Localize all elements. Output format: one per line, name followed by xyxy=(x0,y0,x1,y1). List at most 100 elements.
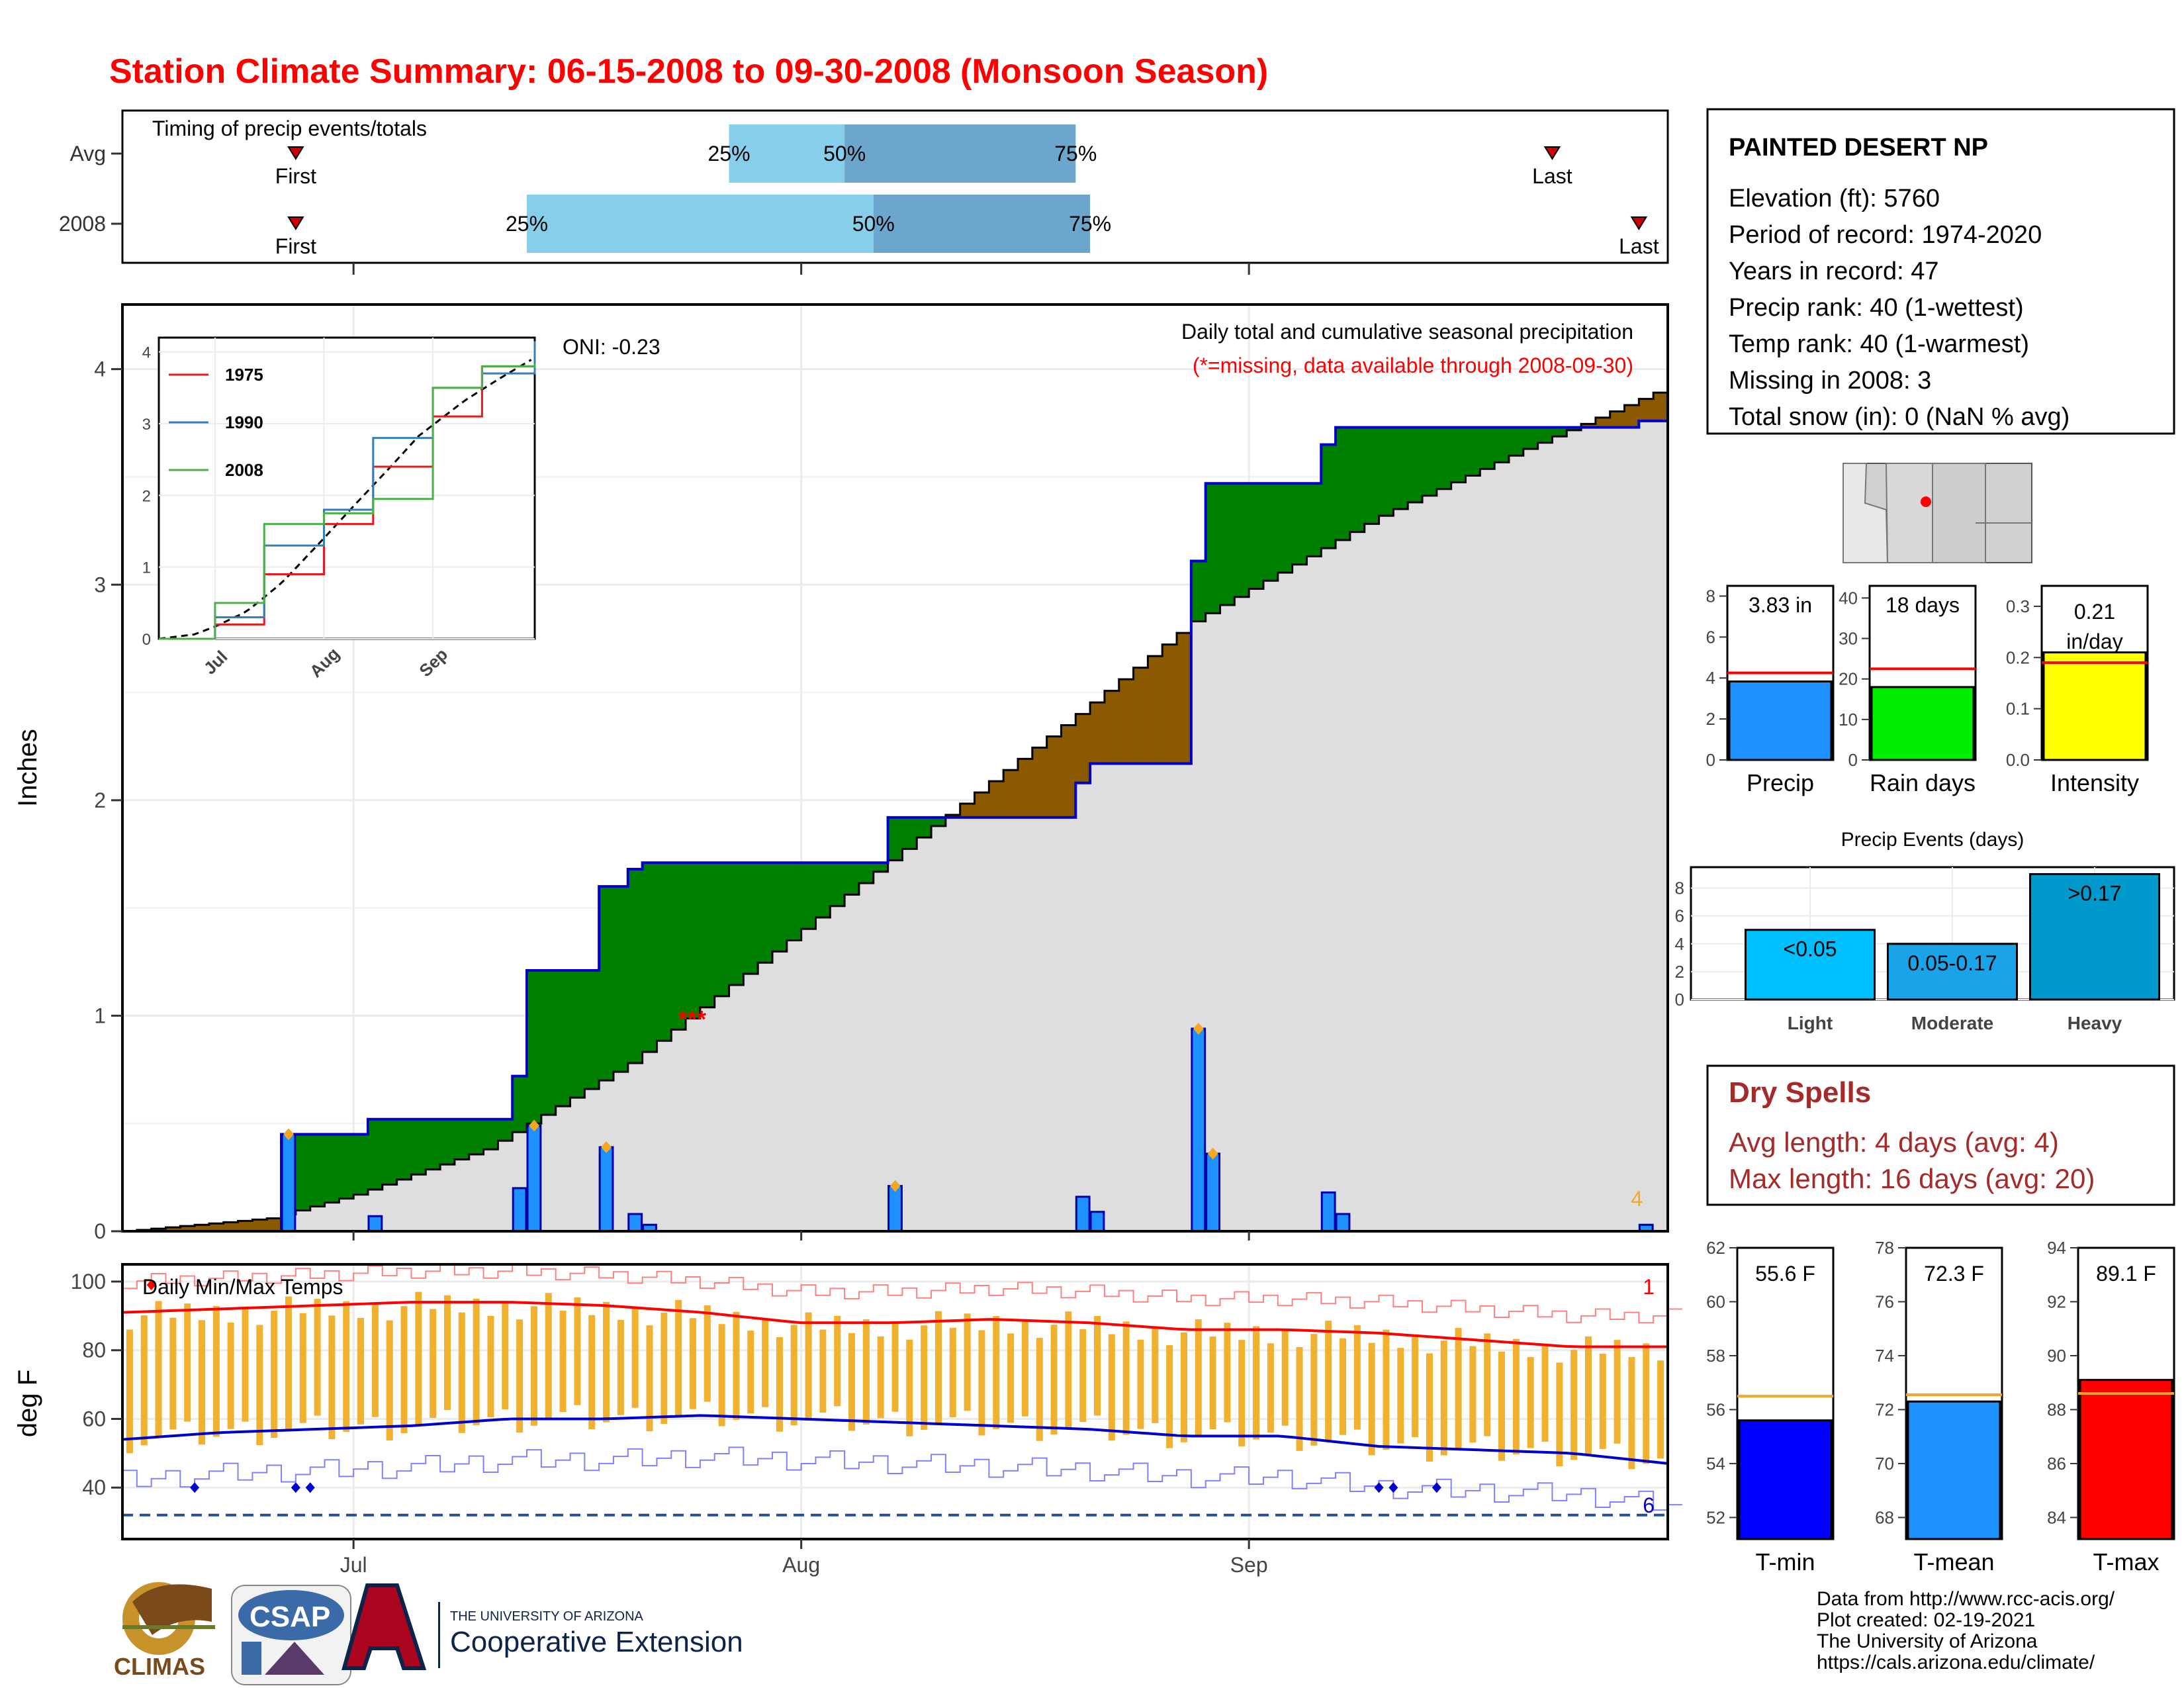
daily-precip-bar xyxy=(1075,1196,1091,1233)
mini-bar-tick-label: 6 xyxy=(1706,627,1715,647)
above-average-fill xyxy=(1552,427,1567,437)
temp-y-axis-label: deg F xyxy=(13,1370,42,1437)
station-info-line: Missing in 2008: 3 xyxy=(1729,367,1931,395)
timing-last-label: Last xyxy=(1619,234,1659,258)
precip-events-category: Moderate xyxy=(1911,1013,1993,1033)
daily-temp-range-bar xyxy=(256,1325,263,1446)
timing-first-label: First xyxy=(275,164,316,188)
below-average-fill xyxy=(1075,714,1091,783)
above-average-fill xyxy=(1191,561,1206,622)
above-average-fill xyxy=(627,869,643,1064)
avg-max-line xyxy=(122,1301,1668,1348)
above-average-fill xyxy=(1277,483,1293,573)
mini-bar-tick-label: 0 xyxy=(1706,750,1715,770)
above-average-fill xyxy=(642,863,658,1053)
station-info-line: Elevation (ft): 5760 xyxy=(1729,185,1940,212)
above-average-fill xyxy=(599,886,614,1081)
footer: Data from http://www.rcc-acis.org/Plot c… xyxy=(1817,1588,2115,1673)
daily-temp-range-bar xyxy=(545,1293,552,1419)
daily-precip-bar xyxy=(281,1133,296,1233)
daily-temp-range-bar xyxy=(877,1336,884,1419)
daily-temp-range-bar xyxy=(1383,1329,1390,1450)
daily-temp-range-bar xyxy=(1224,1323,1231,1423)
above-average-fill xyxy=(758,863,773,963)
station-info-line: Period of record: 1974-2020 xyxy=(1729,221,2042,249)
chart-annotation-title: Daily total and cumulative seasonal prec… xyxy=(1181,320,1633,344)
daily-temp-range-bar xyxy=(603,1301,610,1423)
daily-temp-range-bar xyxy=(617,1319,624,1415)
precip-chart: Daily total and cumulative seasonal prec… xyxy=(13,303,1669,1243)
above-average-fill xyxy=(512,1076,527,1133)
above-average-fill xyxy=(858,863,874,884)
daily-temp-range-bar xyxy=(271,1311,278,1438)
daily-temp-range-bar xyxy=(1267,1343,1274,1433)
daily-precip-bar xyxy=(1320,1191,1336,1233)
temp-y-tick-label: 40 xyxy=(82,1476,106,1499)
daily-temp-range-bar xyxy=(1094,1316,1101,1416)
above-average-fill xyxy=(1336,427,1351,540)
station-info-line: Precip rank: 40 (1-wettest) xyxy=(1729,294,2024,322)
daily-temp-range-bar xyxy=(1209,1336,1216,1429)
above-average-fill xyxy=(1249,483,1264,589)
average-cumulative-area xyxy=(122,393,1668,1231)
daily-temp-range-bar xyxy=(415,1291,422,1426)
below-average-fill xyxy=(1046,736,1062,818)
timing-row-label: 2008 xyxy=(59,212,106,236)
below-average-fill xyxy=(1581,424,1596,428)
daily-temp-range-bar xyxy=(169,1317,177,1430)
daily-temp-range-bar xyxy=(1122,1321,1130,1435)
university-of-arizona-logo: THE UNIVERSITY OF ARIZONA Cooperative Ex… xyxy=(341,1583,743,1670)
daily-temp-range-bar xyxy=(1599,1353,1606,1449)
daily-temp-range-bar xyxy=(747,1331,754,1414)
daily-temp-range-bar xyxy=(1397,1348,1404,1444)
above-average-fill xyxy=(844,863,860,895)
daily-temp-range-bar xyxy=(718,1324,725,1427)
temp-bar-tick-label: 88 xyxy=(2047,1399,2066,1419)
inset-y-tick-label: 2 xyxy=(142,487,151,505)
daily-temp-range-bar xyxy=(762,1318,769,1407)
daily-precip-bar xyxy=(526,1124,542,1233)
temp-chart-label: Daily Min/Max Temps xyxy=(142,1275,343,1299)
daily-temp-range-bar xyxy=(891,1323,899,1412)
precip-events-bar-label: >0.17 xyxy=(2068,882,2122,906)
above-average-fill xyxy=(786,863,802,941)
y-axis-label: Inches xyxy=(13,729,42,807)
daily-temp-range-bar xyxy=(1238,1340,1246,1446)
above-average-fill xyxy=(1422,427,1437,496)
record-low-marker xyxy=(291,1482,300,1493)
mini-bar-tick-label: 0.1 xyxy=(2006,699,2030,719)
daily-temp-range-bar xyxy=(1657,1360,1664,1459)
above-average-fill xyxy=(1220,483,1235,606)
daily-temp-range-bar xyxy=(646,1325,653,1432)
above-average-fill xyxy=(1393,427,1408,509)
mini-bar-value: 3.83 in xyxy=(1749,593,1812,617)
csap-logo-text: CSAP xyxy=(250,1601,330,1633)
daily-temp-range-bar xyxy=(1195,1319,1202,1436)
daily-temp-range-bar xyxy=(140,1315,148,1446)
timing-first-marker xyxy=(287,146,304,160)
average-cumulative-line xyxy=(122,391,1668,1233)
daily-temp-range-bar xyxy=(1021,1320,1028,1417)
ua-big-text: Cooperative Extension xyxy=(450,1626,743,1658)
daily-temp-range-bar xyxy=(487,1315,494,1417)
dry-spells-title: Dry Spells xyxy=(1729,1076,1871,1109)
heavy-event-marker xyxy=(1207,1147,1218,1160)
temp-bar-tick-label: 58 xyxy=(1706,1346,1725,1366)
precip-events-bar-moderate xyxy=(1887,943,2018,1001)
daily-temp-range-bar xyxy=(834,1315,841,1407)
below-average-fill xyxy=(1624,405,1639,428)
precip-events-tick-label: 2 xyxy=(1675,962,1684,982)
daily-temp-range-bar xyxy=(1584,1336,1592,1454)
footer-line: Plot created: 02-19-2021 xyxy=(1817,1609,2035,1631)
timing-quartile-label: 25% xyxy=(708,142,751,165)
dry-spells-avg: Avg length: 4 days (avg: 4) xyxy=(1729,1127,2059,1158)
below-average-fill xyxy=(960,804,976,818)
above-average-fill xyxy=(931,817,946,826)
above-average-fill xyxy=(353,1134,369,1195)
below-average-fill xyxy=(1133,667,1148,764)
above-average-fill xyxy=(367,1119,383,1190)
daily-temp-range-bar xyxy=(184,1303,191,1422)
daily-temp-range-bar xyxy=(819,1329,827,1413)
daily-temp-range-bar xyxy=(790,1325,797,1426)
above-average-fill xyxy=(1234,483,1250,597)
